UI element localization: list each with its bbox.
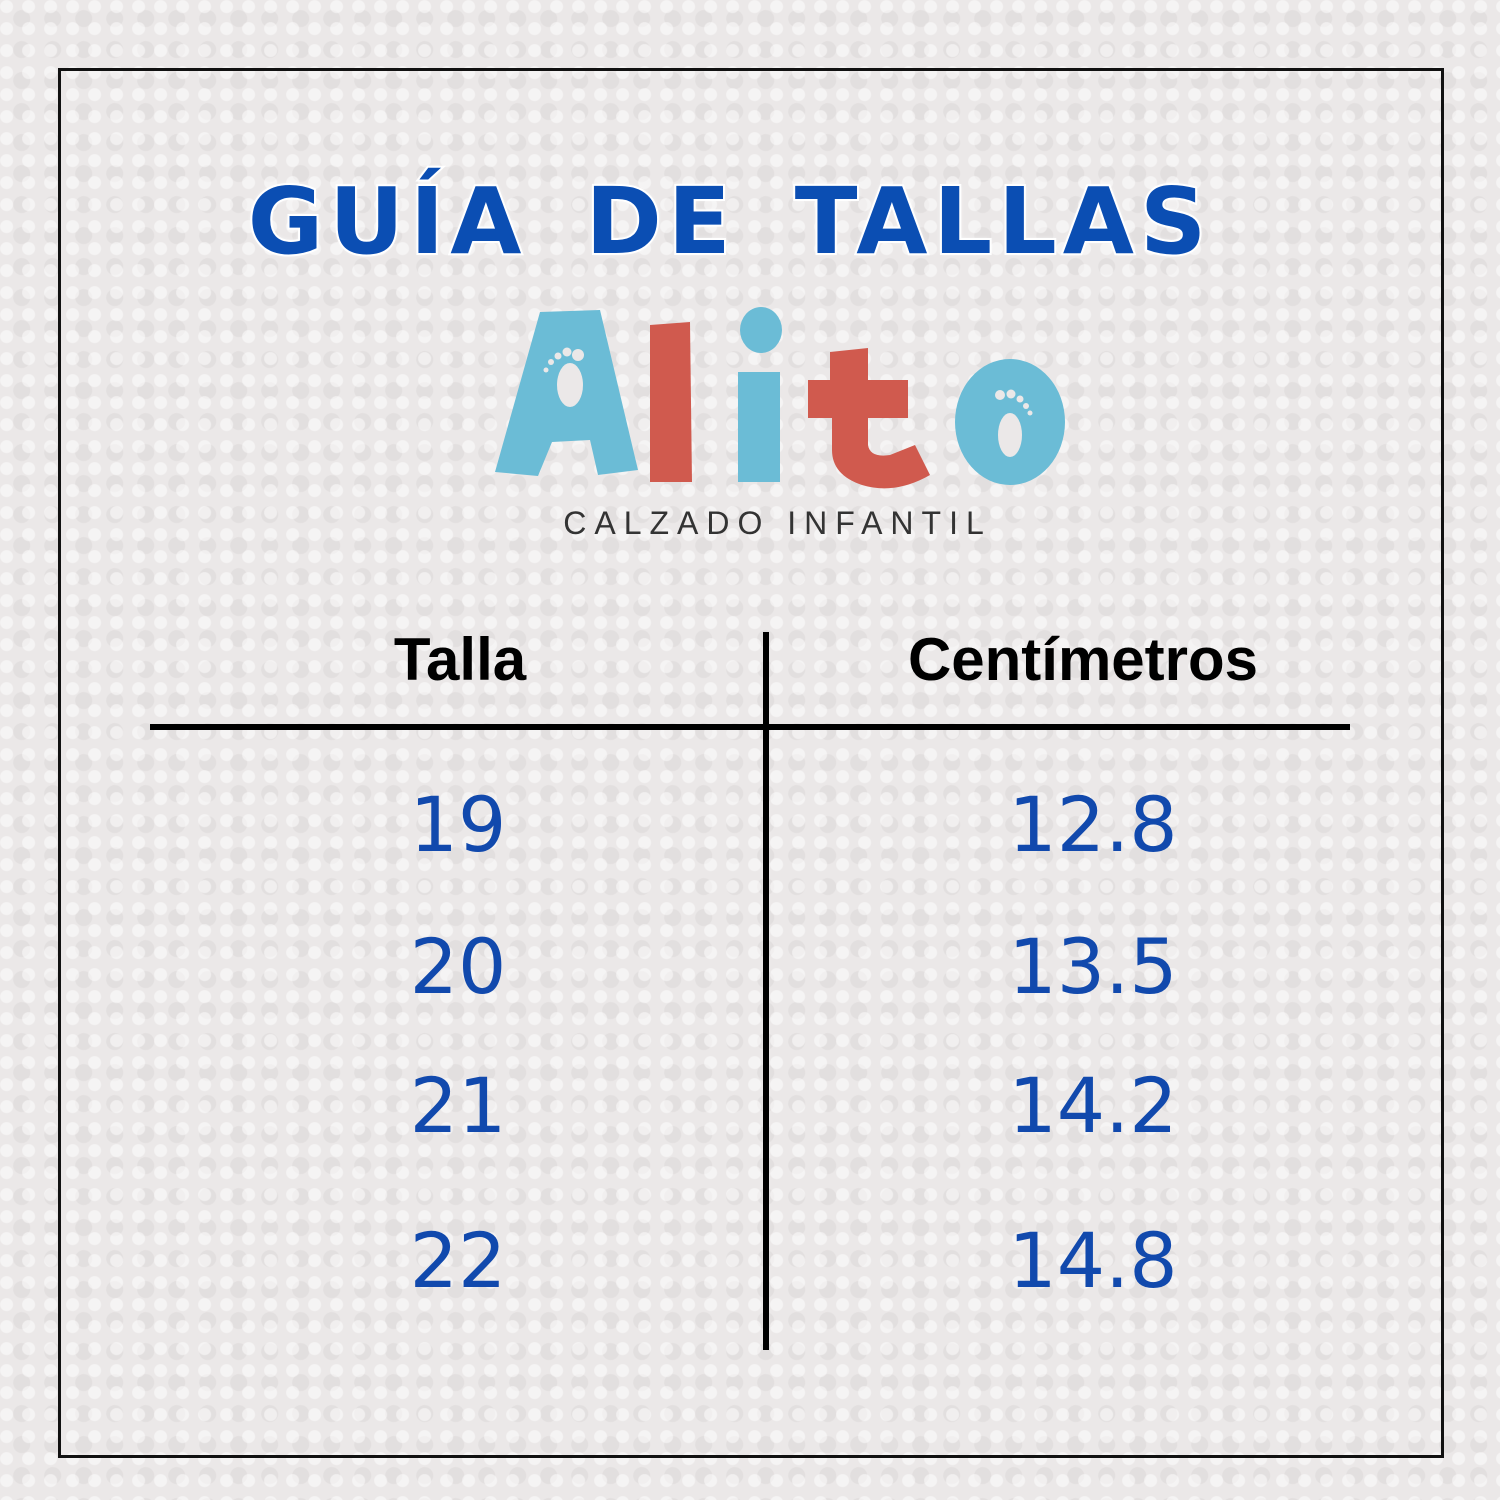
cell-cm: 14.8: [1008, 1216, 1178, 1305]
cell-cm: 12.8: [1008, 780, 1178, 869]
cell-talla: 20: [409, 922, 507, 1011]
header-centimetros: Centímetros: [907, 626, 1259, 693]
cell-cm: 14.2: [1008, 1061, 1178, 1150]
cell-talla: 19: [409, 780, 507, 869]
logo-letter-i: [738, 307, 782, 482]
cell-talla: 21: [409, 1061, 507, 1150]
logo-letter-a: [495, 310, 638, 476]
header-divider: [150, 724, 1350, 730]
cell-talla: 22: [409, 1216, 507, 1305]
logo-letter-o: [955, 359, 1065, 485]
alito-logo: [495, 307, 1065, 489]
column-divider: [763, 632, 769, 1350]
border-frame: [58, 68, 1444, 1458]
header-talla: Talla: [393, 626, 527, 693]
logo-letter-t: [808, 348, 930, 489]
page-title: GUÍA DE TALLAS: [246, 166, 1213, 277]
logo-subtitle: CALZADO INFANTIL: [563, 505, 992, 541]
logo-letter-l: [650, 322, 692, 482]
cell-cm: 13.5: [1008, 922, 1178, 1011]
